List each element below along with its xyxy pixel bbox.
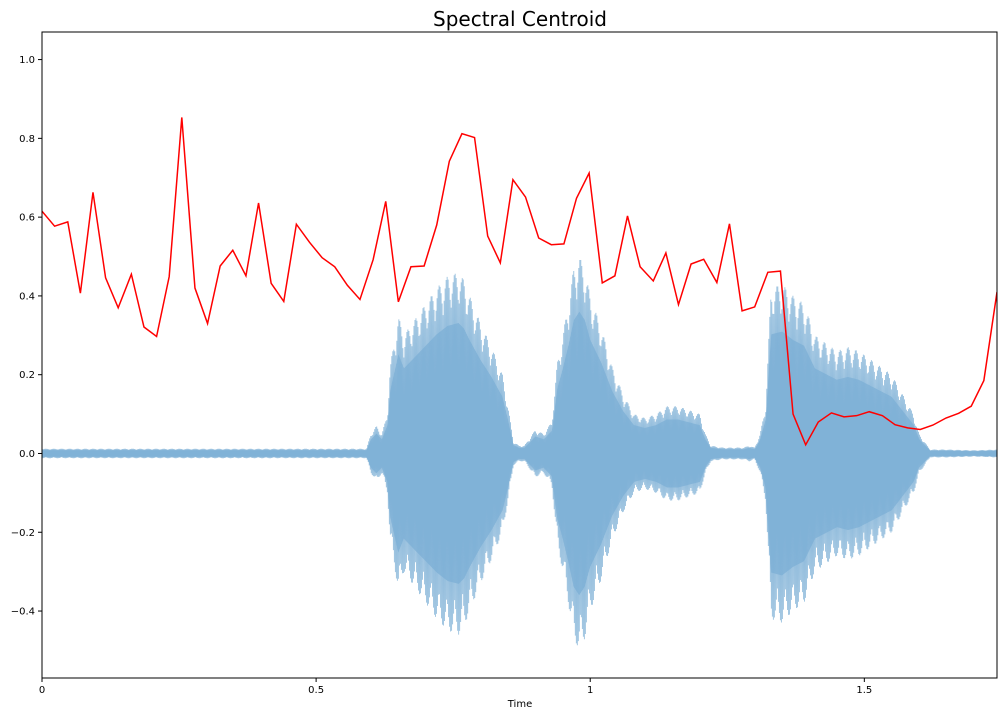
- x-tick-label: 1.5: [856, 685, 872, 696]
- axes: −0.4 −0.2 0.0 0.2 0.4 0.6 0.8 1.0 0 0.5 1 1.5: [11, 55, 873, 696]
- plot-area: [42, 117, 997, 646]
- y-tick-label: −0.4: [11, 607, 35, 618]
- x-tick-label: 0.5: [308, 685, 324, 696]
- spectral-centroid-line: [42, 117, 997, 447]
- plot-frame: [41, 31, 998, 679]
- y-tick-label: −0.2: [11, 528, 35, 539]
- x-tick-label: 1: [587, 685, 593, 696]
- y-tick-label: 0.0: [19, 449, 35, 460]
- y-tick-label: 0.6: [19, 213, 35, 224]
- y-tick-label: 0.8: [19, 134, 35, 145]
- y-tick-label: 0.4: [19, 291, 35, 302]
- y-tick-label: 0.2: [19, 370, 35, 381]
- x-tick-label: 0: [39, 685, 45, 696]
- waveform-trace: [42, 259, 997, 646]
- chart-title: Spectral Centroid: [433, 7, 607, 31]
- x-axis-title: Time: [507, 699, 532, 710]
- y-tick-label: 1.0: [19, 55, 35, 66]
